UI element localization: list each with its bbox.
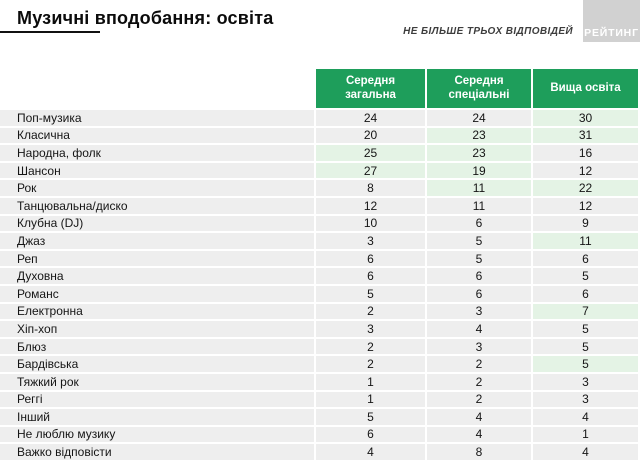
- value-cell: 2: [316, 303, 425, 320]
- value-cell: 1: [316, 391, 425, 408]
- value-cell: 5: [533, 321, 638, 337]
- value-cell: 4: [533, 444, 638, 460]
- value-cell: 4: [427, 426, 531, 443]
- column-header-secondary-general: Середня загальна: [316, 69, 425, 108]
- value-cell: 11: [533, 233, 638, 249]
- preferences-table: Середня загальна Середня спеціальні Вища…: [0, 69, 638, 460]
- value-cell: 5: [316, 409, 425, 425]
- value-cell: 12: [533, 162, 638, 179]
- column-header-secondary-special: Середня спеціальні: [427, 69, 531, 108]
- value-cell: 1: [316, 373, 425, 390]
- value-cell: 1: [533, 426, 638, 443]
- row-label: Важко відповісти: [0, 444, 314, 460]
- row-label: Не люблю музику: [0, 426, 314, 443]
- row-label: Бардівська: [0, 356, 314, 372]
- row-label: Танцювальна/диско: [0, 197, 314, 214]
- value-cell: 25: [316, 145, 425, 161]
- value-cell: 8: [427, 444, 531, 460]
- value-cell: 5: [316, 285, 425, 302]
- row-label: Джаз: [0, 233, 314, 249]
- value-cell: 12: [533, 197, 638, 214]
- value-cell: 24: [427, 110, 531, 126]
- row-label: Реггі: [0, 391, 314, 408]
- value-cell: 23: [427, 145, 531, 161]
- value-cell: 5: [533, 356, 638, 372]
- value-cell: 5: [533, 268, 638, 284]
- value-cell: 22: [533, 180, 638, 196]
- row-label: Шансон: [0, 162, 314, 179]
- value-cell: 11: [427, 197, 531, 214]
- row-label: Народна, фолк: [0, 145, 314, 161]
- value-cell: 4: [533, 409, 638, 425]
- value-cell: 3: [533, 391, 638, 408]
- row-label: Романс: [0, 285, 314, 302]
- row-label: Реп: [0, 250, 314, 267]
- row-label: Хіп-хоп: [0, 321, 314, 337]
- value-cell: 16: [533, 145, 638, 161]
- row-label: Рок: [0, 180, 314, 196]
- row-label: Інший: [0, 409, 314, 425]
- value-cell: 20: [316, 127, 425, 144]
- value-cell: 23: [427, 127, 531, 144]
- value-cell: 2: [316, 356, 425, 372]
- row-label: Поп-музика: [0, 110, 314, 126]
- value-cell: 2: [316, 338, 425, 355]
- value-cell: 2: [427, 373, 531, 390]
- value-cell: 5: [427, 233, 531, 249]
- row-label: Класична: [0, 127, 314, 144]
- value-cell: 10: [316, 215, 425, 232]
- value-cell: 6: [316, 268, 425, 284]
- value-cell: 3: [427, 338, 531, 355]
- value-cell: 2: [427, 391, 531, 408]
- answers-limit-note: НЕ БІЛЬШЕ ТРЬОХ ВІДПОВІДЕЙ: [403, 26, 573, 37]
- value-cell: 3: [533, 373, 638, 390]
- value-cell: 5: [427, 250, 531, 267]
- value-cell: 12: [316, 197, 425, 214]
- value-cell: 11: [427, 180, 531, 196]
- value-cell: 2: [427, 356, 531, 372]
- value-cell: 7: [533, 303, 638, 320]
- row-label: Блюз: [0, 338, 314, 355]
- value-cell: 31: [533, 127, 638, 144]
- title-underline: [0, 31, 100, 33]
- row-label: Тяжкий рок: [0, 373, 314, 390]
- value-cell: 6: [427, 215, 531, 232]
- value-cell: 9: [533, 215, 638, 232]
- value-cell: 3: [427, 303, 531, 320]
- value-cell: 3: [316, 233, 425, 249]
- value-cell: 6: [427, 285, 531, 302]
- column-header-higher-education: Вища освіта: [533, 69, 638, 108]
- value-cell: 24: [316, 110, 425, 126]
- value-cell: 6: [533, 250, 638, 267]
- page-title: Музичні вподобання: освіта: [17, 8, 274, 28]
- row-label: Духовна: [0, 268, 314, 284]
- value-cell: 4: [427, 321, 531, 337]
- row-label: Електронна: [0, 303, 314, 320]
- rating-logo: РЕЙТИНГ: [583, 0, 640, 42]
- value-cell: 6: [316, 250, 425, 267]
- value-cell: 4: [427, 409, 531, 425]
- row-label: Клубна (DJ): [0, 215, 314, 232]
- header-empty-cell: [0, 69, 314, 108]
- value-cell: 4: [316, 444, 425, 460]
- value-cell: 6: [533, 285, 638, 302]
- value-cell: 27: [316, 162, 425, 179]
- value-cell: 8: [316, 180, 425, 196]
- value-cell: 6: [316, 426, 425, 443]
- rating-logo-text: РЕЙТИНГ: [584, 27, 639, 39]
- value-cell: 19: [427, 162, 531, 179]
- value-cell: 30: [533, 110, 638, 126]
- value-cell: 5: [533, 338, 638, 355]
- value-cell: 6: [427, 268, 531, 284]
- value-cell: 3: [316, 321, 425, 337]
